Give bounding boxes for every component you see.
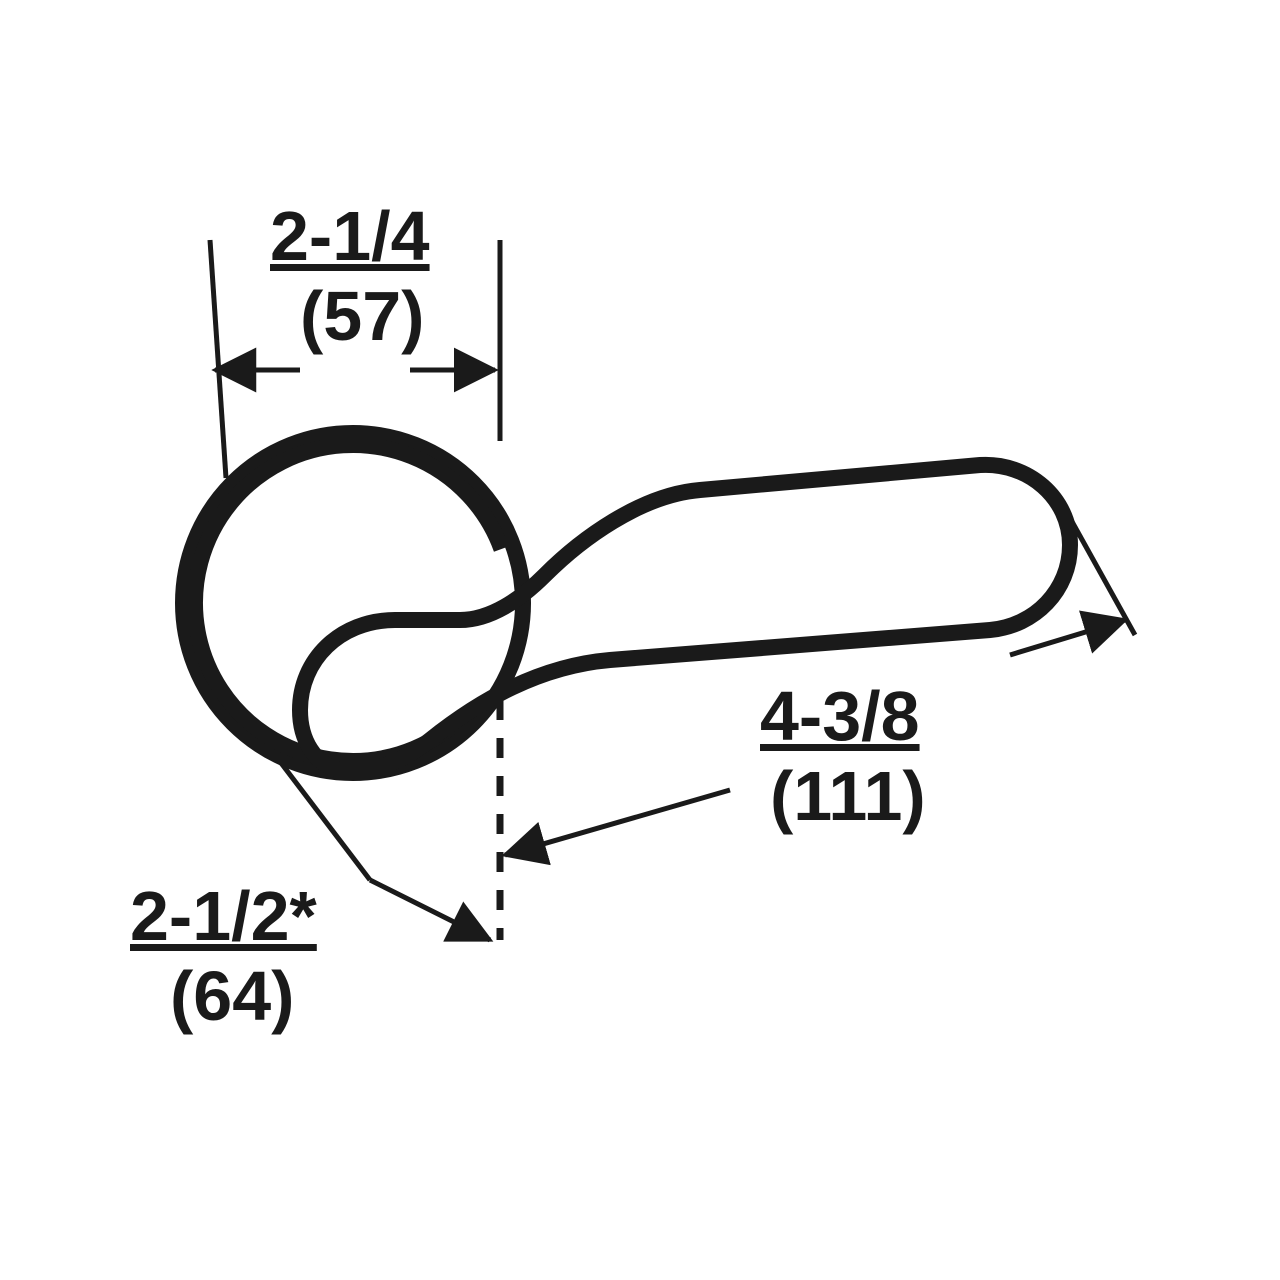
- lever-dimension-diagram: 2-1/4 (57) 4-3/8 (111) 2-1/2* (64): [0, 0, 1280, 1280]
- lever-outline: [300, 465, 1070, 771]
- rose-plate: [183, 433, 523, 773]
- dim-lower-imperial: 2-1/2*: [130, 877, 318, 955]
- dimension-lever-length: 4-3/8 (111): [505, 500, 1135, 855]
- dim-lever-imperial: 4-3/8: [760, 677, 920, 755]
- dim-lower-metric: (64): [170, 957, 294, 1035]
- dim-top-metric: (57): [300, 277, 424, 355]
- dim-lever-metric: (111): [770, 757, 926, 835]
- dimension-rose-radius: 2-1/2* (64): [130, 755, 490, 1035]
- dim-top-imperial: 2-1/4: [270, 197, 430, 275]
